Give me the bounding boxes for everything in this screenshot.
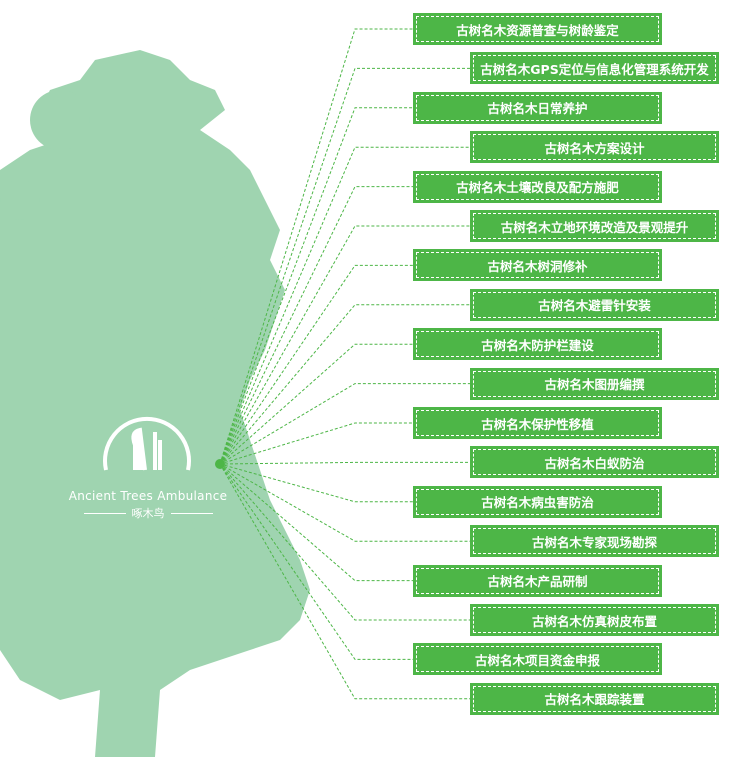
service-box: 古树名木土壤改良及配方施肥 bbox=[413, 170, 662, 203]
service-label: 古树名木图册编撰 bbox=[544, 377, 645, 393]
service-label: 古树名木白蚁防治 bbox=[544, 455, 645, 471]
connector-line bbox=[219, 186, 413, 465]
service-label: 古树名木土壤改良及配方施肥 bbox=[456, 180, 619, 196]
service-box: 古树名木方案设计 bbox=[470, 131, 719, 164]
service-label: 古树名木立地环境改造及景观提升 bbox=[500, 219, 689, 235]
service-box: 古树名木日常养护 bbox=[413, 91, 662, 124]
connector-line bbox=[219, 463, 413, 582]
service-box: 古树名木专家现场勘探 bbox=[470, 525, 719, 558]
service-label: 古树名木方案设计 bbox=[544, 140, 645, 156]
tree-silhouette bbox=[0, 50, 310, 757]
service-box: 古树名木防护栏建设 bbox=[413, 328, 662, 361]
service-label: 古树名木病虫害防治 bbox=[481, 495, 594, 511]
service-label: 古树名木GPS定位与信息化管理系统开发 bbox=[480, 61, 709, 77]
connector-line bbox=[219, 304, 470, 465]
connector-line bbox=[219, 264, 413, 465]
connector-line bbox=[219, 107, 413, 465]
origin-dot bbox=[215, 459, 225, 469]
service-box: 古树名木病虫害防治 bbox=[413, 485, 662, 518]
service-label: 古树名木产品研制 bbox=[487, 574, 588, 590]
service-label: 古树名木项目资金申报 bbox=[474, 652, 600, 668]
connector-line bbox=[219, 383, 470, 465]
service-label: 古树名木避雷针安装 bbox=[538, 298, 651, 314]
service-label: 古树名木跟踪装置 bbox=[544, 692, 645, 708]
service-box: 古树名木跟踪装置 bbox=[470, 682, 719, 715]
service-label: 古树名木树洞修补 bbox=[487, 258, 588, 274]
connector-line bbox=[219, 225, 470, 465]
service-label: 古树名木资源普查与树龄鉴定 bbox=[456, 22, 619, 38]
connector-line bbox=[219, 463, 470, 700]
service-box: 古树名木GPS定位与信息化管理系统开发 bbox=[470, 52, 719, 85]
logo-english: Ancient Trees Ambulance bbox=[68, 489, 228, 503]
service-box: 古树名木保护性移植 bbox=[413, 407, 662, 439]
connector-line bbox=[219, 28, 413, 465]
logo-chinese: 啄木鸟 bbox=[131, 507, 165, 520]
service-box: 古树名木资源普查与树龄鉴定 bbox=[413, 13, 662, 45]
connector-line bbox=[219, 463, 413, 503]
service-box: 古树名木图册编撰 bbox=[470, 367, 719, 400]
service-label: 古树名木日常养护 bbox=[487, 101, 588, 117]
service-box: 古树名木树洞修补 bbox=[413, 249, 662, 282]
service-box: 古树名木项目资金申报 bbox=[413, 643, 662, 676]
connector-line bbox=[219, 146, 470, 465]
service-box: 古树名木白蚁防治 bbox=[470, 446, 719, 479]
service-label: 古树名木仿真树皮布置 bbox=[531, 613, 657, 629]
connector-line bbox=[219, 461, 470, 465]
connector-line bbox=[219, 343, 413, 465]
service-label: 古树名木专家现场勘探 bbox=[531, 534, 657, 550]
service-box: 古树名木避雷针安装 bbox=[470, 288, 719, 321]
service-label: 古树名木防护栏建设 bbox=[481, 337, 594, 353]
connector-line bbox=[219, 463, 413, 660]
connector-line bbox=[219, 463, 470, 542]
connector-line bbox=[219, 463, 470, 621]
service-label: 古树名木保护性移植 bbox=[481, 416, 594, 432]
service-box: 古树名木仿真树皮布置 bbox=[470, 604, 719, 636]
service-box: 古树名木立地环境改造及景观提升 bbox=[470, 210, 719, 242]
service-box: 古树名木产品研制 bbox=[413, 564, 662, 597]
connector-line bbox=[219, 422, 413, 465]
logo: Ancient Trees Ambulance 啄木鸟 bbox=[68, 425, 228, 521]
woodpecker-logo-icon bbox=[103, 416, 191, 471]
